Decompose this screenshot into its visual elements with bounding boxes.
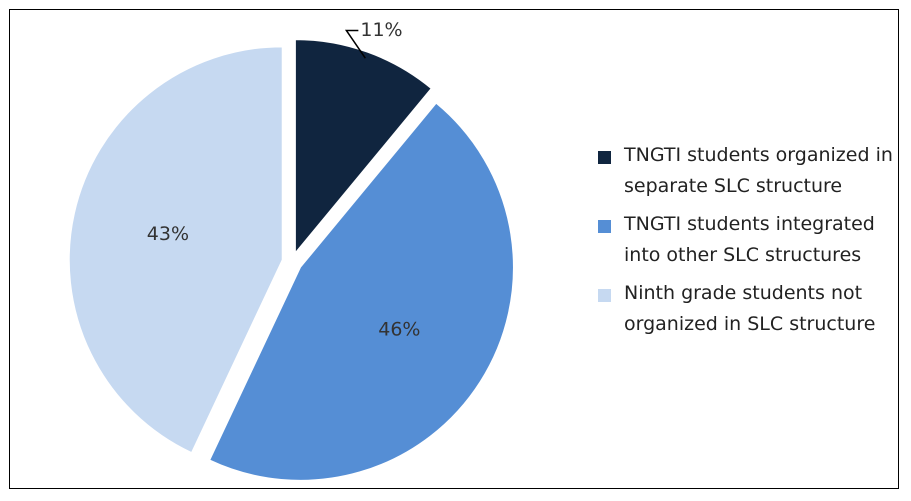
legend-entry: TNGTI students organized in separate SLC… — [598, 140, 898, 202]
legend-label: Ninth grade students not organized in SL… — [624, 282, 876, 335]
pie-slice — [68, 46, 283, 454]
pie-slice — [209, 102, 514, 481]
legend-label: TNGTI students organized in separate SLC… — [624, 144, 893, 197]
data-label: 46% — [378, 319, 420, 341]
legend: TNGTI students organized in separate SLC… — [598, 140, 898, 347]
chart-frame — [9, 9, 899, 489]
legend-swatch — [598, 289, 611, 302]
leader-line — [344, 29, 366, 59]
legend-label: TNGTI students integrated into other SLC… — [624, 213, 875, 266]
pie-slice — [294, 39, 432, 254]
legend-entry: TNGTI students integrated into other SLC… — [598, 209, 898, 271]
data-label: 11% — [360, 19, 402, 41]
legend-swatch — [598, 220, 611, 233]
legend-swatch — [598, 151, 611, 164]
legend-entry: Ninth grade students not organized in SL… — [598, 278, 898, 340]
data-label: 43% — [147, 223, 189, 245]
